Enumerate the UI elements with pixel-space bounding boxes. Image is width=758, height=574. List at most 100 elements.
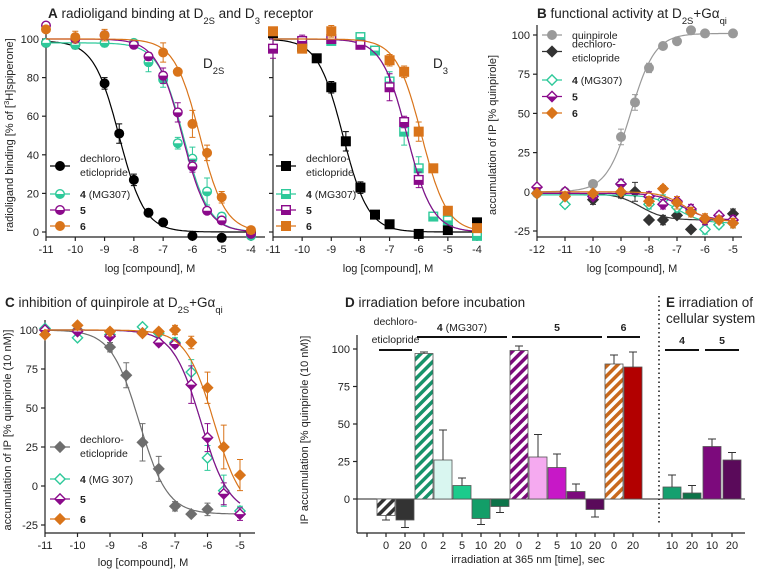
- panel-title: C inhibition of quinpirole at D2S+Gαqi: [5, 295, 223, 316]
- legend-marker-fill: [54, 499, 66, 505]
- data-point: [326, 82, 337, 93]
- panel-title-part: D: [345, 295, 355, 310]
- x-tick-label: -5: [235, 540, 245, 552]
- data-point: [268, 26, 279, 37]
- error-bar: [382, 515, 390, 521]
- legend-label: 4 (MG307): [572, 75, 622, 87]
- data-point: [297, 43, 308, 54]
- data-point-fill: [129, 44, 139, 50]
- receptor-label: D3: [433, 56, 448, 77]
- x-tick-label: -5: [728, 244, 738, 256]
- error-bar: [477, 518, 485, 525]
- data-point: [384, 219, 395, 230]
- data-point: [120, 369, 133, 382]
- x-tick-label: -6: [203, 540, 213, 552]
- error-bar: [668, 474, 676, 487]
- bar: [433, 459, 453, 500]
- y-axis-label-part: 3: [2, 101, 11, 105]
- legend-marker-fill: [55, 210, 65, 215]
- x-tick-label: -5: [443, 244, 453, 256]
- legend-label: dechloro-: [80, 153, 124, 165]
- x-tick-label: -11: [38, 244, 53, 256]
- error-bar: [610, 354, 618, 364]
- data-point: [698, 223, 712, 236]
- fit-curve: [45, 329, 241, 504]
- data-point: [340, 136, 351, 147]
- x-tick-label: -8: [644, 244, 654, 256]
- data-point: [442, 225, 453, 236]
- data-point: [158, 47, 169, 58]
- error-bar: [728, 452, 736, 460]
- y-axis-label-part: accumulation of IP [% quinpirole (10 nM)…: [2, 330, 14, 531]
- legend-label-bold: 6: [80, 514, 86, 526]
- data-point-fill: [385, 87, 394, 92]
- data-point-fill: [144, 56, 153, 61]
- legend-label: dechloro-: [306, 153, 350, 165]
- panel-title-e: E irradiation of: [666, 295, 753, 310]
- data-point: [630, 97, 641, 108]
- bar: [702, 446, 722, 500]
- x-tick-label: 20: [726, 540, 738, 552]
- data-point: [355, 182, 366, 193]
- error-bar: [458, 477, 466, 486]
- data-point: [168, 323, 182, 337]
- panel-title-part: C: [5, 295, 15, 310]
- legend-label-bold: 4: [80, 189, 86, 201]
- legend-label-bold: 6: [306, 221, 312, 233]
- data-point: [614, 185, 628, 198]
- panel-title-e-part: E: [666, 295, 675, 310]
- legend-label: 4 (MG307): [306, 189, 356, 201]
- bar: [547, 467, 567, 500]
- legend-item: dechloro-eticlopride: [542, 39, 620, 65]
- legend-marker: [53, 512, 67, 526]
- x-tick-label: 0: [516, 540, 522, 552]
- data-point: [158, 217, 169, 228]
- bar: [509, 350, 529, 500]
- x-tick-label: -10: [70, 540, 86, 552]
- x-tick-label: -9: [105, 540, 115, 552]
- legend-item: 6: [276, 220, 312, 233]
- data-point: [370, 209, 381, 220]
- data-point-fill: [326, 39, 336, 44]
- group-label: eticlopride: [372, 334, 420, 346]
- data-point: [656, 182, 670, 195]
- data-point-fill: [414, 179, 424, 185]
- x-tick-label: -7: [170, 540, 180, 552]
- data-point: [187, 118, 198, 129]
- data-point: [168, 500, 182, 513]
- x-tick-label: 10: [706, 540, 718, 552]
- panel-title-part: 2S: [203, 16, 215, 27]
- group-label-bold: 4: [437, 322, 443, 334]
- data-point: [670, 196, 684, 209]
- data-point: [143, 207, 154, 218]
- data-point: [136, 436, 149, 449]
- x-axis-label: irradiation at 365 nm [time], sec: [451, 554, 605, 566]
- data-point: [558, 190, 572, 203]
- legend-item: 4 (MG307): [276, 188, 356, 201]
- group-label: 6: [621, 322, 627, 334]
- panel-title-part: qi: [215, 305, 222, 316]
- x-tick-label: -7: [158, 244, 168, 256]
- legend-label: eticlopride: [80, 448, 128, 460]
- bar: [566, 491, 586, 500]
- y-tick-label: 100: [332, 344, 350, 356]
- data-point: [71, 331, 84, 344]
- data-point-fill: [472, 235, 482, 241]
- data-point: [103, 325, 117, 338]
- y-tick-label: 0: [344, 494, 350, 506]
- x-tick-label: -6: [700, 244, 710, 256]
- x-tick-label: -8: [129, 244, 139, 256]
- y-tick-label: 75: [518, 69, 530, 81]
- bar: [722, 459, 742, 500]
- group-label-bold: 5: [719, 335, 725, 347]
- group-label-bold: 4: [679, 335, 685, 347]
- panel-title-part: 3: [255, 16, 260, 27]
- y-tick-label: 0: [32, 481, 38, 493]
- legend-label-rest: (MG307): [578, 75, 622, 87]
- legend-item: 6: [542, 106, 578, 120]
- x-tick-label: -9: [100, 244, 110, 256]
- error-bar: [401, 520, 409, 528]
- data-point-fill: [428, 216, 438, 221]
- x-tick-label: 0: [421, 540, 427, 552]
